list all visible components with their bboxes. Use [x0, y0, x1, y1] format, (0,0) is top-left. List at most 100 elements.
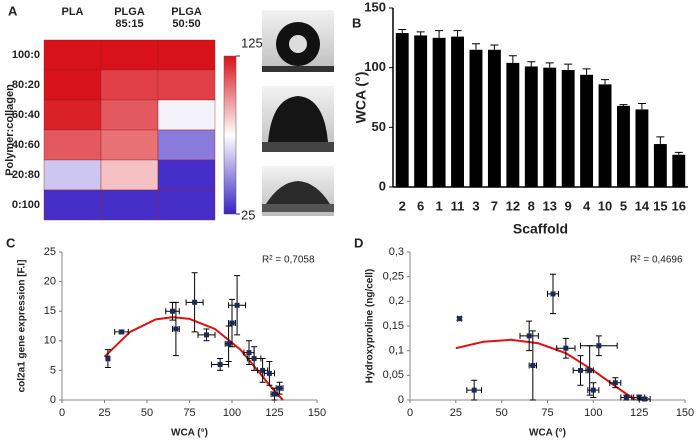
heatmap-cell — [100, 159, 159, 191]
x-axis-label: WCA (°) — [529, 428, 566, 439]
bar — [414, 35, 428, 187]
error-bar — [674, 151, 683, 155]
x-tick-label: 150 — [676, 407, 694, 419]
y-tick-label: 0 — [50, 394, 56, 406]
point — [170, 308, 175, 314]
heatmap-cell — [43, 69, 102, 101]
y-axis-label: Polymer:collagen — [4, 84, 16, 176]
point — [623, 395, 629, 401]
x-tick-label: 16 — [672, 198, 686, 213]
droplet-highlight — [289, 35, 307, 53]
bar — [506, 62, 520, 187]
row-label: 40:60 — [12, 139, 40, 151]
x-tick-label: 0 — [407, 407, 413, 419]
y-axis-label: col2a1 gene expression [F.I] — [17, 260, 28, 393]
point — [578, 367, 583, 373]
x-tick-label: 100 — [584, 407, 602, 419]
fit-curve — [455, 338, 637, 401]
heatmap-cell — [157, 39, 216, 71]
bar — [487, 49, 501, 188]
heatmap-cell — [157, 99, 216, 131]
y-tick-label: 0,25 — [383, 271, 404, 283]
panel-label: A — [8, 3, 18, 18]
y-tick-label: 20 — [44, 276, 56, 288]
y-tick-label: 25 — [44, 246, 56, 258]
error-bar — [508, 55, 517, 63]
y-tick-label: 50 — [372, 119, 386, 134]
y-tick-label: 0,3 — [389, 246, 404, 258]
x-tick-label: 4 — [583, 198, 591, 213]
error-bar — [656, 136, 665, 145]
y-tick-label: 0,1 — [389, 345, 404, 357]
heatmap-cell — [43, 159, 102, 191]
x-tick-label: 75 — [541, 407, 553, 419]
row-label: 60:40 — [12, 109, 40, 121]
column-label: 50:50 — [172, 18, 200, 30]
x-tick-label: 10 — [598, 198, 612, 213]
heatmap-cell — [43, 189, 102, 221]
point — [266, 370, 272, 376]
x-tick-label: 7 — [491, 198, 498, 213]
colorbar-tick-label: 25 — [241, 207, 255, 222]
bar — [561, 70, 575, 187]
point — [530, 362, 536, 368]
point — [204, 332, 209, 338]
point — [246, 350, 252, 356]
x-tick-label: 125 — [265, 407, 283, 419]
heatmap-cell — [43, 129, 102, 161]
annotation: R² = 0,7058 — [262, 255, 315, 266]
error-bar — [527, 61, 536, 67]
y-tick-label: 10 — [44, 335, 56, 347]
heatmap-cell — [100, 39, 159, 71]
error-bar — [545, 62, 554, 68]
x-tick-label: 3 — [472, 198, 479, 213]
substrate — [262, 66, 334, 72]
y-tick-label: 150 — [364, 0, 386, 14]
x-tick-label: 5 — [620, 198, 627, 213]
droplet — [268, 96, 328, 142]
x-tick-label: 50 — [496, 407, 508, 419]
row-label: 80:20 — [12, 79, 40, 91]
column-label: PLA — [62, 6, 84, 18]
y-tick-label: 0,15 — [383, 320, 404, 332]
error-bar — [490, 44, 499, 50]
x-tick-label: 13 — [542, 198, 556, 213]
point — [260, 367, 266, 373]
point — [226, 341, 232, 347]
point — [217, 361, 223, 367]
x-tick-label: 50 — [141, 407, 153, 419]
panel-label: D — [354, 235, 363, 250]
x-tick-label: 25 — [98, 407, 110, 419]
bar — [580, 74, 594, 187]
heatmap-cell — [43, 39, 102, 71]
x-tick-label: 9 — [565, 198, 572, 213]
bar — [543, 67, 557, 187]
y-axis-label: Hydroxyproline (ng/cell) — [365, 269, 376, 383]
bar — [451, 36, 464, 187]
point — [277, 385, 283, 391]
fit-curve — [103, 316, 284, 401]
y-tick-label: 0 — [379, 178, 386, 193]
heatmap-cell — [100, 129, 159, 161]
y-tick-label: 15 — [44, 305, 56, 317]
point — [251, 356, 257, 362]
heatmap-cell — [100, 189, 159, 221]
point — [457, 316, 462, 322]
bar — [432, 37, 446, 188]
x-tick-label: 8 — [528, 198, 535, 213]
point — [471, 387, 477, 393]
point — [119, 329, 124, 335]
droplet — [266, 181, 330, 204]
y-tick-label: 5 — [50, 364, 56, 376]
x-tick-label: 2 — [399, 198, 406, 213]
point — [642, 396, 648, 402]
point — [587, 367, 593, 373]
x-tick-label: 0 — [59, 407, 65, 419]
error-bar — [637, 102, 646, 110]
y-tick-label: 100 — [364, 59, 386, 74]
heatmap-cell — [157, 159, 216, 191]
bar — [469, 49, 483, 188]
x-tick-label: 150 — [308, 407, 326, 419]
colorbar-tick-label: 125 — [241, 35, 263, 50]
error-bar — [582, 68, 591, 75]
